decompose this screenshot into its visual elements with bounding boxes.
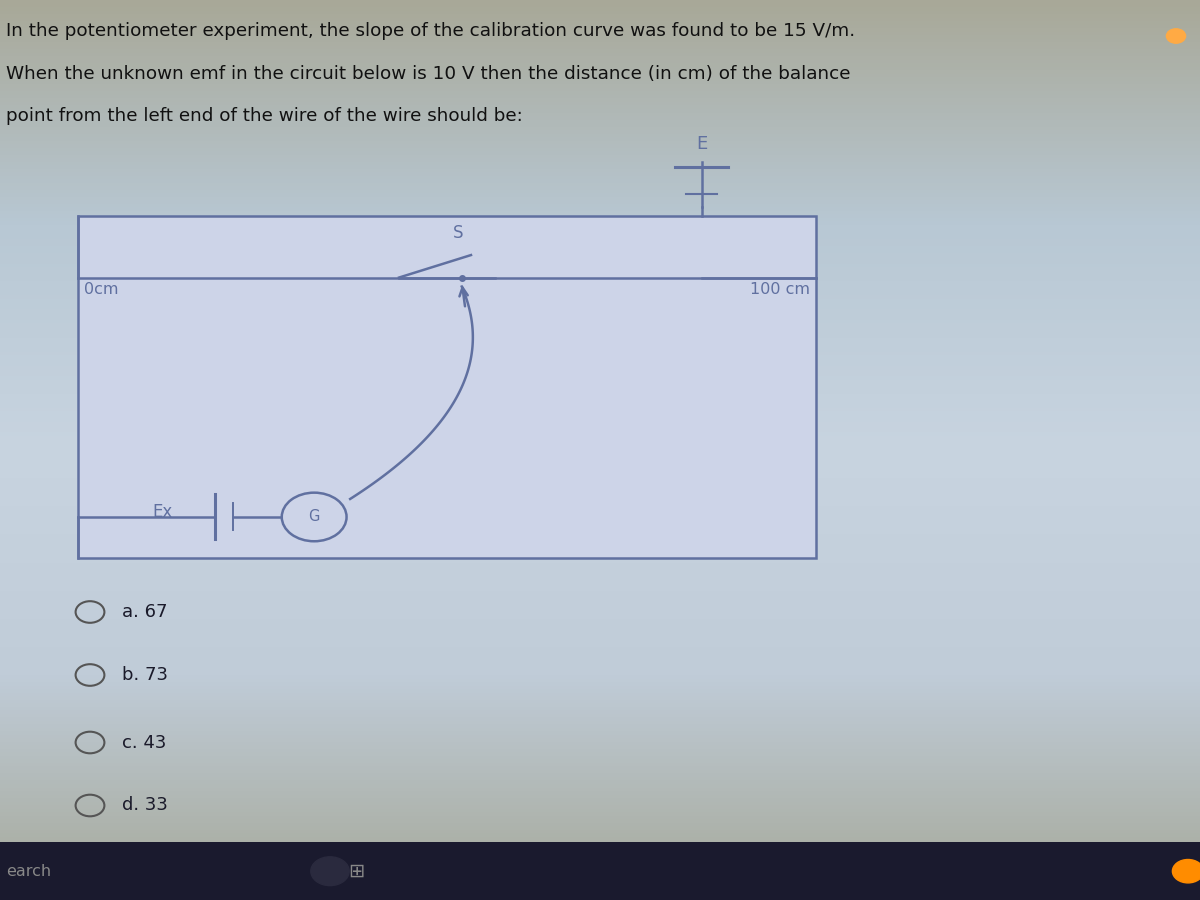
Text: S: S	[454, 223, 463, 241]
Circle shape	[1172, 860, 1200, 883]
Text: d. 33: d. 33	[122, 796, 168, 814]
Circle shape	[282, 492, 347, 541]
Text: 0cm: 0cm	[84, 282, 119, 297]
Text: Ex: Ex	[152, 503, 173, 521]
Text: In the potentiometer experiment, the slope of the calibration curve was found to: In the potentiometer experiment, the slo…	[6, 22, 856, 40]
Text: E: E	[696, 135, 707, 153]
Circle shape	[311, 857, 349, 886]
Text: point from the left end of the wire of the wire should be:: point from the left end of the wire of t…	[6, 107, 523, 125]
Text: b. 73: b. 73	[122, 666, 168, 684]
Text: ⊞: ⊞	[348, 861, 365, 881]
Bar	[0, 842, 1200, 900]
Circle shape	[1166, 29, 1186, 43]
Bar	[78, 216, 816, 558]
Text: a. 67: a. 67	[122, 603, 168, 621]
Text: 100 cm: 100 cm	[750, 282, 810, 297]
Text: When the unknown emf in the circuit below is 10 V then the distance (in cm) of t: When the unknown emf in the circuit belo…	[6, 65, 851, 83]
Text: c. 43: c. 43	[122, 734, 167, 752]
Text: earch: earch	[6, 864, 52, 878]
Text: G: G	[308, 509, 320, 525]
